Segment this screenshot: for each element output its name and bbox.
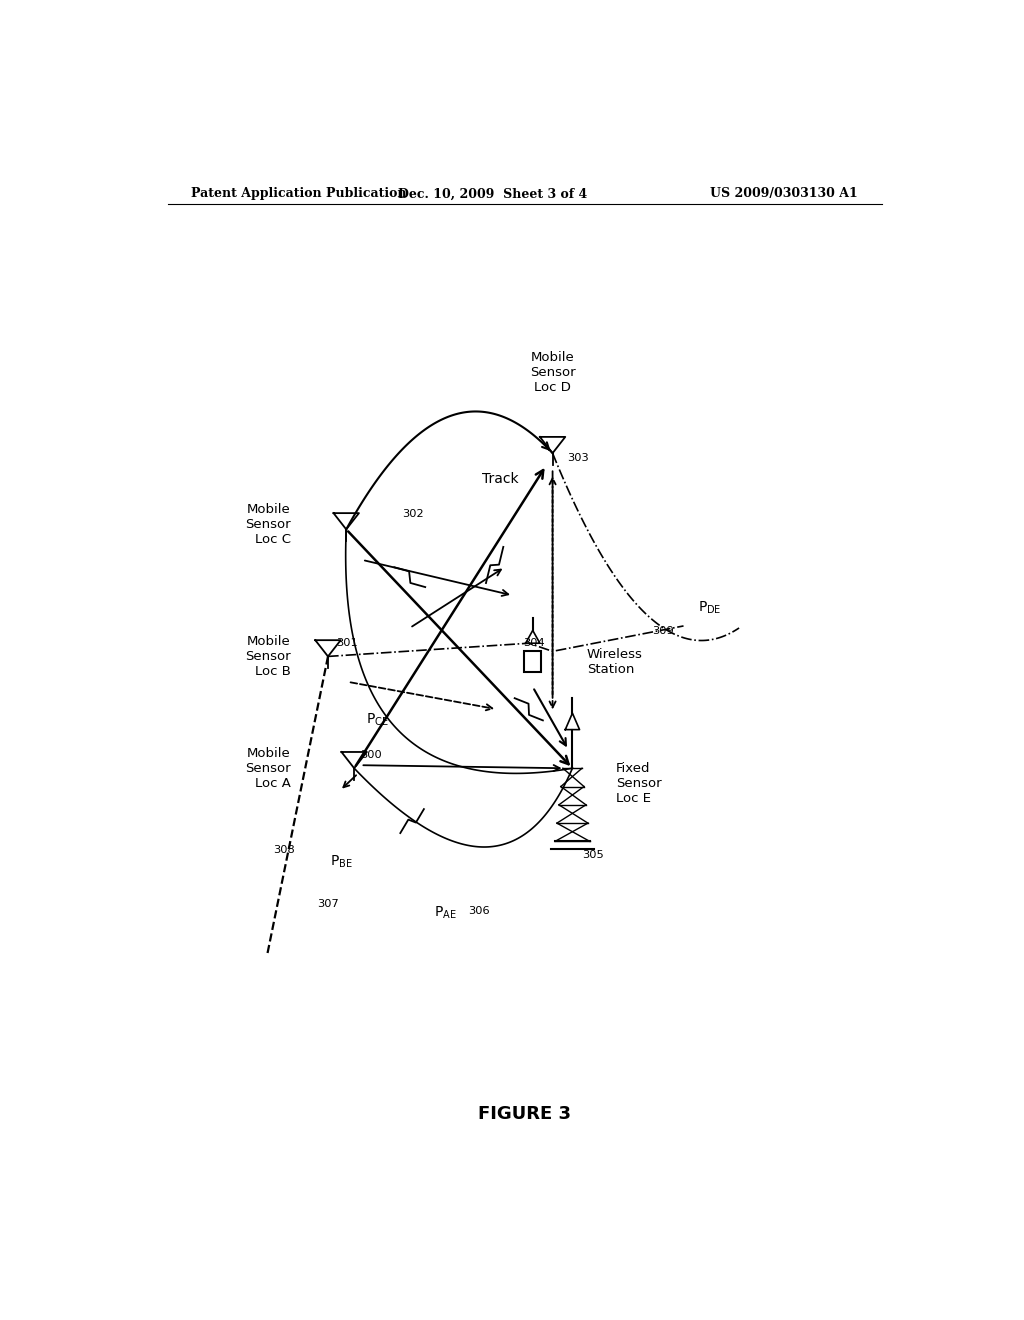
Text: Track: Track [482,471,518,486]
Bar [524,651,542,672]
Text: 306: 306 [468,906,489,916]
Text: P$_{\mathregular{CE}}$: P$_{\mathregular{CE}}$ [367,711,389,727]
Text: 309: 309 [652,626,674,636]
Text: Mobile
Sensor
Loc C: Mobile Sensor Loc C [245,503,291,545]
Text: 308: 308 [273,845,295,854]
Text: Dec. 10, 2009  Sheet 3 of 4: Dec. 10, 2009 Sheet 3 of 4 [398,187,588,201]
Text: Mobile
Sensor
Loc A: Mobile Sensor Loc A [245,747,291,789]
Text: Patent Application Publication: Patent Application Publication [191,187,407,201]
Text: Wireless
Station: Wireless Station [587,648,643,676]
Text: 305: 305 [582,850,604,859]
Text: 302: 302 [401,510,423,519]
Text: P$_{\mathregular{AE}}$: P$_{\mathregular{AE}}$ [433,904,457,921]
Text: 303: 303 [567,453,589,463]
Text: 307: 307 [316,899,339,908]
Text: FIGURE 3: FIGURE 3 [478,1105,571,1123]
Text: 300: 300 [359,750,382,760]
Text: Mobile
Sensor
Loc B: Mobile Sensor Loc B [245,635,291,678]
Text: Fixed
Sensor
Loc E: Fixed Sensor Loc E [616,762,662,805]
Text: 301: 301 [336,639,357,648]
Text: Mobile
Sensor
Loc D: Mobile Sensor Loc D [529,351,575,395]
Text: 304: 304 [523,639,545,648]
Text: P$_{\mathregular{DE}}$: P$_{\mathregular{DE}}$ [697,599,721,616]
Text: P$_{\mathregular{BE}}$: P$_{\mathregular{BE}}$ [331,854,353,870]
Text: US 2009/0303130 A1: US 2009/0303130 A1 [711,187,858,201]
